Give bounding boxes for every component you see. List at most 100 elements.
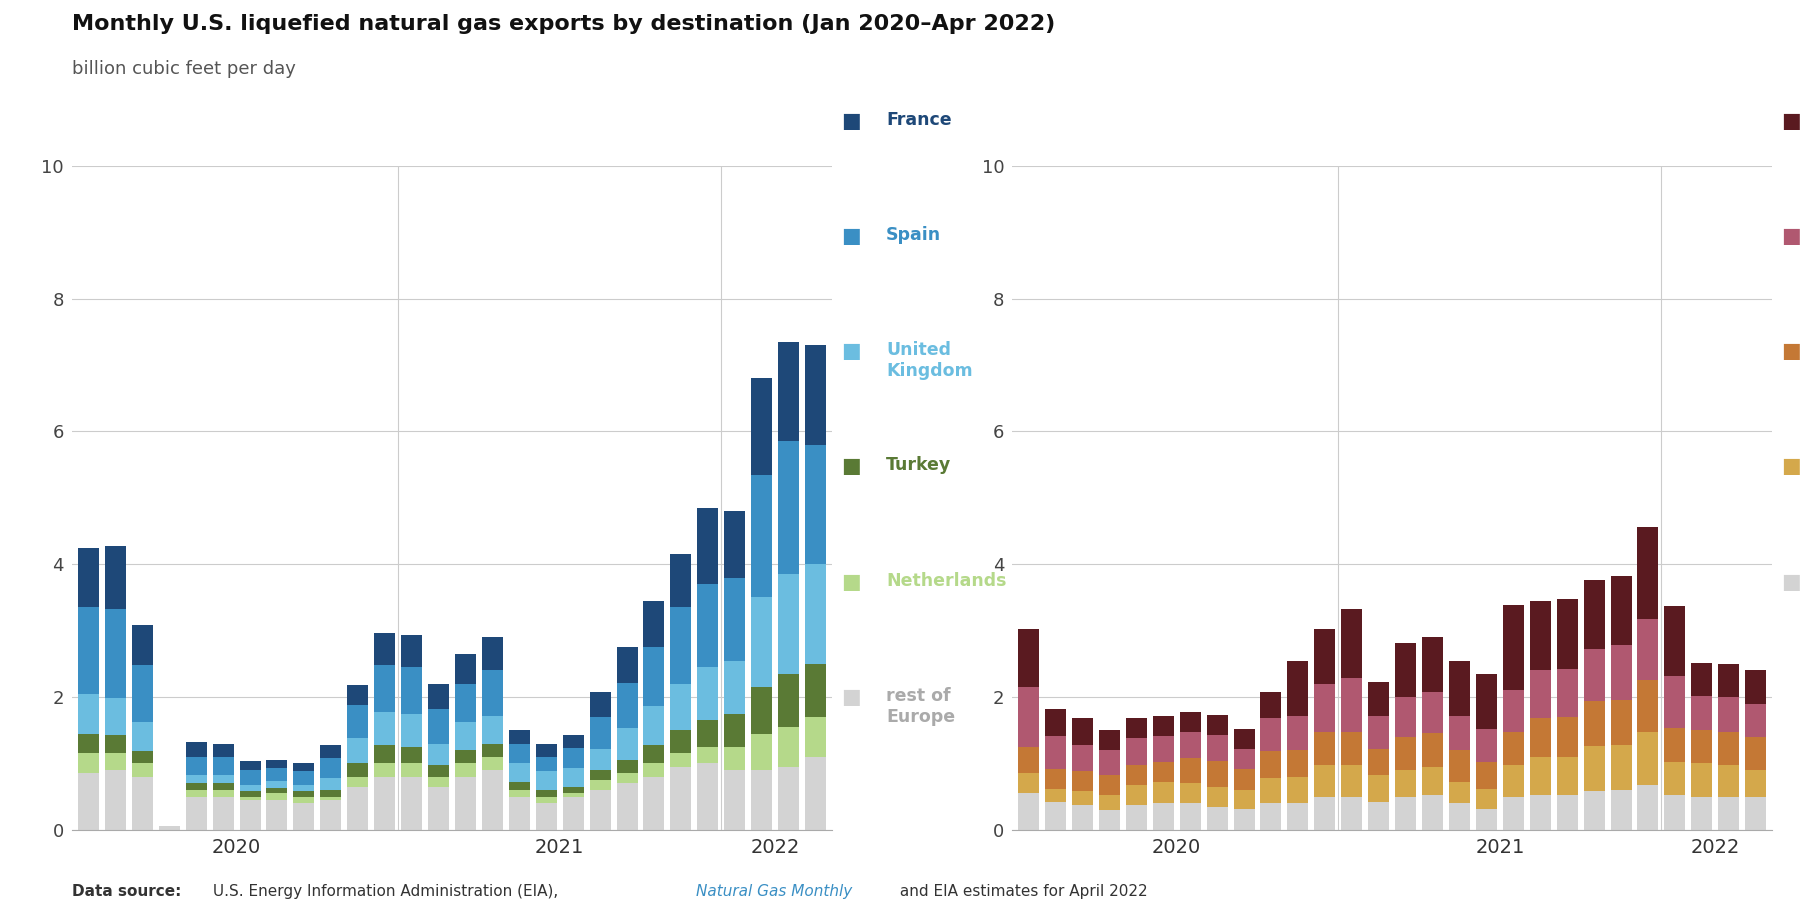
- Bar: [1529, 757, 1550, 796]
- Bar: [508, 790, 529, 797]
- Bar: [401, 635, 421, 668]
- Bar: [725, 747, 744, 770]
- Bar: [1287, 776, 1308, 803]
- Bar: [1583, 791, 1605, 830]
- Bar: [1690, 696, 1711, 730]
- Bar: [1368, 715, 1388, 749]
- Bar: [266, 788, 287, 793]
- Bar: [1153, 782, 1173, 803]
- Bar: [1126, 739, 1146, 764]
- Bar: [1099, 775, 1119, 796]
- Bar: [1314, 731, 1335, 764]
- Bar: [1287, 661, 1308, 715]
- Bar: [750, 597, 772, 687]
- Bar: [105, 735, 126, 753]
- Bar: [1637, 731, 1657, 785]
- Bar: [562, 735, 584, 748]
- Bar: [535, 803, 557, 830]
- Bar: [1368, 682, 1388, 715]
- Bar: [1072, 772, 1093, 791]
- Bar: [132, 625, 154, 665]
- Bar: [1314, 797, 1335, 830]
- Bar: [1447, 661, 1469, 715]
- Bar: [1637, 785, 1657, 830]
- Bar: [777, 442, 799, 574]
- Bar: [1017, 793, 1039, 830]
- Bar: [105, 770, 126, 830]
- Bar: [1072, 805, 1093, 830]
- Text: ■: ■: [840, 341, 860, 361]
- Bar: [1556, 599, 1578, 669]
- Bar: [347, 763, 369, 776]
- Bar: [535, 757, 557, 772]
- Bar: [266, 800, 287, 830]
- Bar: [1287, 803, 1308, 830]
- Text: ■: ■: [840, 456, 860, 477]
- Bar: [293, 772, 314, 785]
- Bar: [1744, 770, 1765, 797]
- Text: Turkey: Turkey: [885, 456, 950, 475]
- Bar: [1502, 797, 1523, 830]
- Bar: [78, 693, 99, 734]
- Bar: [186, 775, 206, 784]
- Bar: [616, 760, 638, 774]
- Bar: [78, 753, 99, 774]
- Bar: [1690, 797, 1711, 830]
- Bar: [320, 745, 342, 758]
- Bar: [374, 763, 396, 776]
- Bar: [1259, 751, 1281, 778]
- Bar: [1717, 764, 1738, 797]
- Bar: [698, 508, 717, 585]
- Bar: [374, 712, 396, 745]
- Bar: [1529, 601, 1550, 670]
- Bar: [616, 728, 638, 760]
- Bar: [455, 776, 475, 830]
- Bar: [455, 722, 475, 751]
- Bar: [508, 763, 529, 782]
- Text: ■: ■: [840, 226, 860, 246]
- Bar: [1447, 803, 1469, 830]
- Bar: [347, 739, 369, 763]
- Bar: [320, 758, 342, 778]
- Bar: [670, 730, 690, 753]
- Bar: [589, 749, 611, 770]
- Bar: [616, 646, 638, 683]
- Bar: [535, 743, 557, 757]
- Bar: [347, 685, 369, 705]
- Bar: [132, 665, 154, 722]
- Bar: [159, 826, 179, 830]
- Bar: [186, 784, 206, 790]
- Bar: [643, 601, 665, 646]
- Bar: [266, 760, 287, 768]
- Bar: [1610, 790, 1630, 830]
- Text: U.S. Energy Information Administration (EIA),: U.S. Energy Information Administration (…: [208, 884, 562, 899]
- Bar: [266, 768, 287, 781]
- Bar: [508, 797, 529, 830]
- Text: France: France: [885, 111, 950, 129]
- Bar: [1099, 796, 1119, 810]
- Bar: [1287, 715, 1308, 751]
- Bar: [1529, 796, 1550, 830]
- Bar: [320, 797, 342, 800]
- Bar: [1126, 764, 1146, 785]
- Bar: [1475, 675, 1496, 729]
- Bar: [1259, 778, 1281, 803]
- Bar: [1422, 692, 1442, 733]
- Bar: [239, 797, 260, 800]
- Bar: [1475, 729, 1496, 762]
- Bar: [1690, 763, 1711, 797]
- Text: ■: ■: [1780, 341, 1800, 361]
- Bar: [670, 767, 690, 830]
- Bar: [1178, 731, 1200, 758]
- Bar: [1690, 730, 1711, 763]
- Bar: [777, 674, 799, 727]
- Bar: [725, 714, 744, 747]
- Bar: [698, 763, 717, 830]
- Bar: [347, 705, 369, 739]
- Text: Netherlands: Netherlands: [885, 572, 1006, 590]
- Bar: [804, 345, 826, 444]
- Bar: [589, 692, 611, 717]
- Bar: [670, 554, 690, 608]
- Bar: [293, 803, 314, 830]
- Bar: [482, 770, 502, 830]
